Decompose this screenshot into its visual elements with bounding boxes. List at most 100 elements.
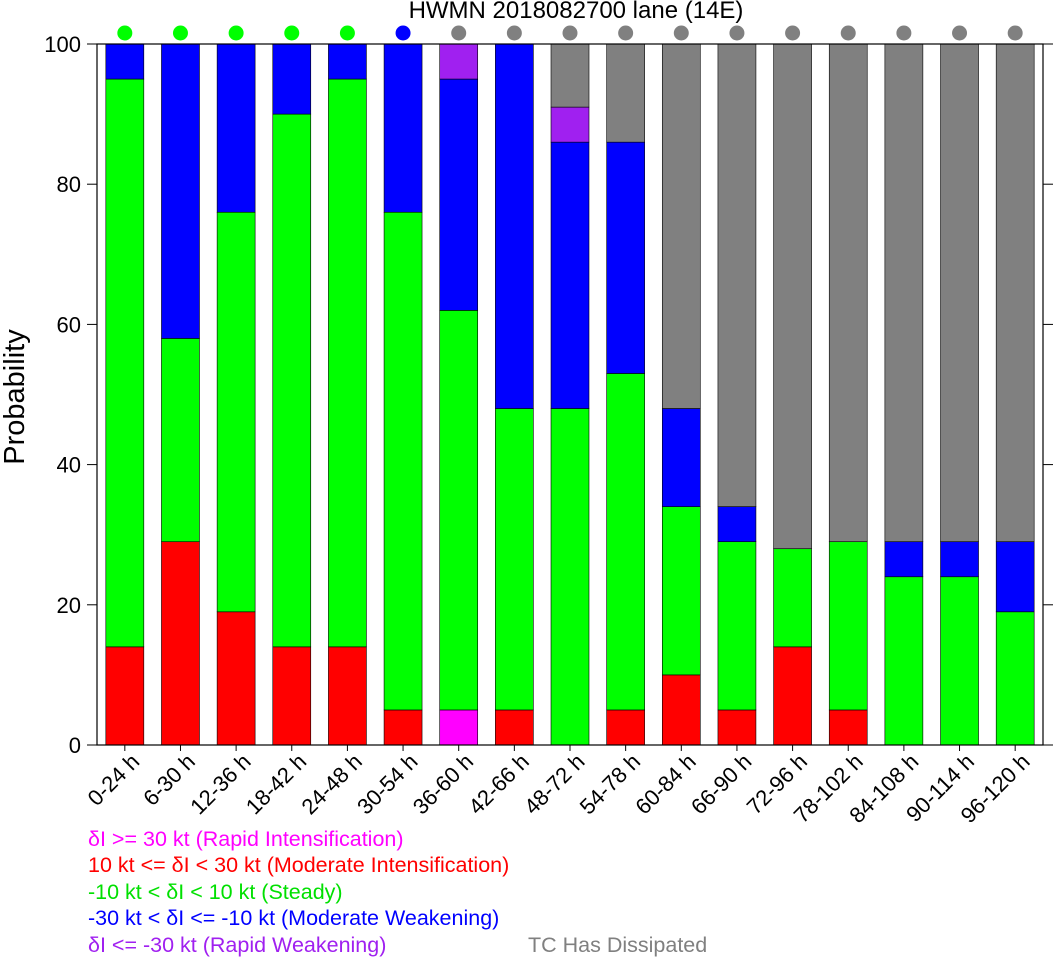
x-tick-label: 42-66 h [463,749,533,819]
top-marker-dot [840,25,856,41]
bar-segment-rapid-weakening [439,43,479,80]
bar-segment-moderate-weakening [995,541,1035,613]
bar-segment-moderate-weakening [940,541,979,578]
top-marker-dot [506,25,522,41]
x-tick-label: 36-60 h [408,749,478,819]
y-ticks: 0 20 40 60 80 100 [44,32,1053,758]
top-marker-dot [673,25,689,41]
bar-segment-moderate-intensification [272,646,312,746]
top-markers [117,25,1023,41]
bar-segment-steady [216,211,256,613]
bar-segment-moderate-weakening [439,78,479,311]
bar-segment-steady [773,548,812,648]
x-tick-label: 54-78 h [575,749,645,819]
bar-segment-rapid-intensification [439,709,479,746]
bar-segment-steady [828,541,868,711]
bar-segment-steady [606,373,645,711]
bar-segment-dissipated [606,43,645,143]
bar-segment-steady [495,408,534,711]
bar-segment-steady [272,113,312,648]
bar-segment-steady [550,408,590,746]
bar-segment-dissipated [550,43,590,108]
bar-segment-moderate-weakening [717,506,757,543]
bar-segment-steady [940,576,979,746]
legend-item-dissipated: TC Has Dissipated [528,932,708,957]
bar-segment-steady [717,541,757,711]
bars [105,43,1035,746]
y-tick-label: 100 [44,32,81,57]
top-marker-dot [785,25,801,41]
bar-segment-steady [884,576,924,746]
legend-item-moderate-weakening: -30 kt < δI <= -10 kt (Moderate Weakenin… [88,906,500,931]
bar-segment-moderate-weakening [272,43,312,115]
bar-segment-rapid-weakening [550,106,590,143]
top-marker-dot [952,25,968,41]
top-marker-dot [896,25,912,41]
bar-segment-dissipated [828,43,868,543]
top-marker-dot [395,25,411,41]
legend-item-steady: -10 kt < δI < 10 kt (Steady) [88,879,343,904]
bar-segment-moderate-weakening [383,43,423,213]
y-axis-label: Probability [0,329,31,465]
bar-segment-moderate-intensification [717,709,757,746]
bar-segment-steady [161,338,200,543]
top-marker-dot [117,25,133,41]
legend-item-rapid-weakening: δI <= -30 kt (Rapid Weakening) [88,932,387,957]
bar-segment-dissipated [717,43,757,507]
top-marker-dot [451,25,467,41]
bar-segment-moderate-intensification [773,646,812,746]
bar-segment-steady [105,78,145,648]
top-marker-dot [339,25,355,41]
bar-segment-steady [661,506,701,676]
bar-segment-steady [439,310,479,711]
bar-segment-moderate-weakening [495,43,534,409]
x-tick-label: 66-90 h [686,749,756,819]
chart-title: HWMN 2018082700 lane (14E) [409,0,744,24]
bar-segment-dissipated [661,43,701,409]
legend-item-rapid-intensification: δI >= 30 kt (Rapid Intensification) [88,827,404,851]
bar-segment-moderate-weakening [550,141,590,409]
top-marker-dot [228,25,244,41]
bar-segment-steady [383,211,423,711]
top-marker-dot [729,25,745,41]
bar-segment-moderate-intensification [495,709,534,746]
bar-segment-moderate-intensification [661,674,701,746]
bar-segment-moderate-weakening [105,43,145,80]
bar-segment-steady [995,611,1035,746]
bar-segment-moderate-weakening [884,541,924,578]
top-marker-dot [284,25,300,41]
top-marker-dot [562,25,578,41]
bar-segment-moderate-intensification [161,541,200,746]
bar-segment-moderate-weakening [216,43,256,213]
top-marker-dot [618,25,634,41]
bar-segment-moderate-weakening [161,43,200,339]
x-tick-label: 18-42 h [241,749,311,819]
x-tick-label: 24-48 h [297,749,367,819]
x-tick-label: 48-72 h [519,749,589,819]
bar-segment-dissipated [884,43,924,543]
y-tick-label: 60 [57,312,81,337]
top-marker-dot [1007,25,1023,41]
x-ticks: 0-24 h6-30 h12-36 h18-42 h24-48 h30-54 h… [83,745,1035,828]
y-tick-label: 80 [57,172,81,197]
bar-segment-moderate-intensification [328,646,367,746]
top-marker-dot [172,25,188,41]
x-tick-label: 12-36 h [185,749,255,819]
bar-segment-moderate-weakening [661,408,701,507]
bar-segment-steady [328,78,367,648]
y-tick-label: 40 [57,453,81,478]
y-tick-label: 20 [57,593,81,618]
legend-item-moderate-intensification: 10 kt <= δI < 30 kt (Moderate Intensific… [88,853,510,878]
bar-segment-moderate-intensification [216,611,256,746]
x-tick-label: 60-84 h [630,749,700,819]
bar-segment-dissipated [940,43,979,543]
bar-segment-moderate-intensification [606,709,645,746]
bar-segment-moderate-intensification [383,709,423,746]
bar-segment-moderate-intensification [828,709,868,746]
x-tick-label: 30-54 h [352,749,422,819]
bar-segment-moderate-weakening [328,43,367,80]
bar-segment-moderate-intensification [105,646,145,746]
legend: δI >= 30 kt (Rapid Intensification) 10 k… [88,826,707,958]
y-tick-label: 0 [69,733,81,758]
